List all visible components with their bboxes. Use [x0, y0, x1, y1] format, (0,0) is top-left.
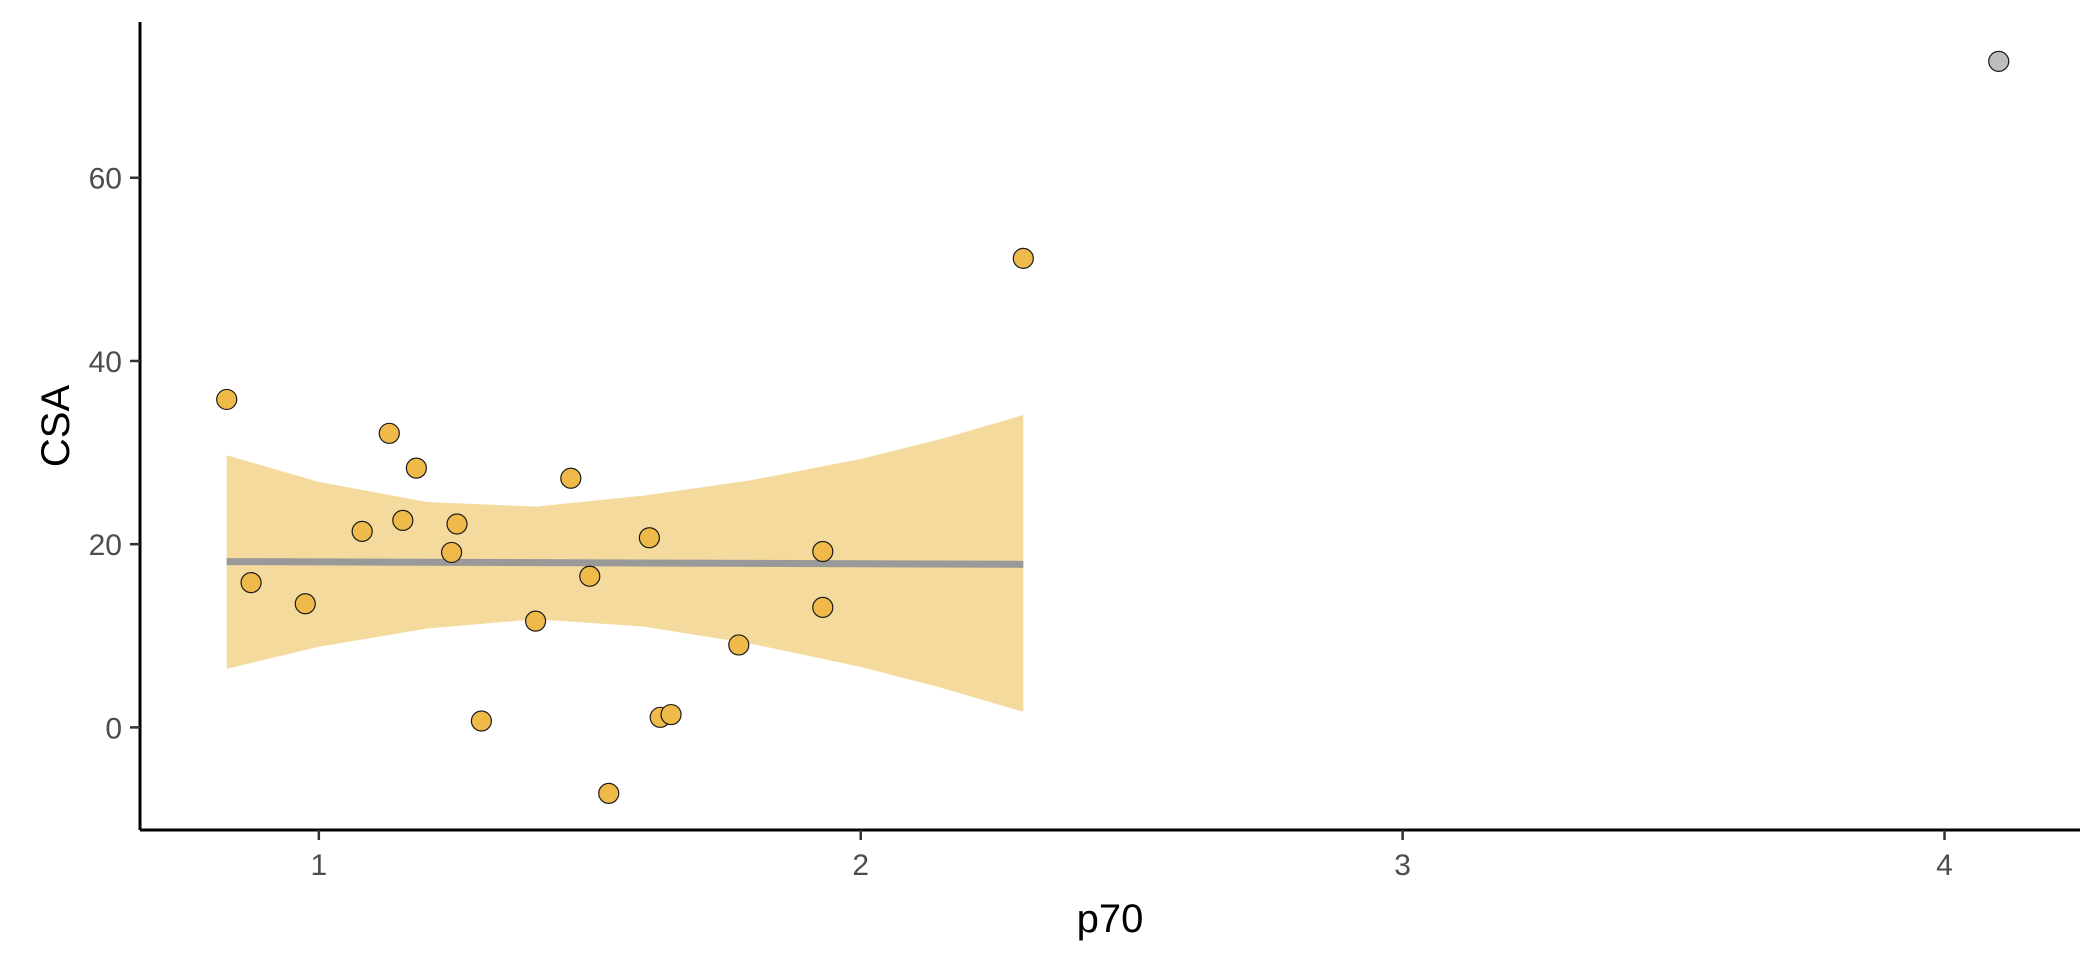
data-point — [728, 634, 750, 656]
y-tick-label: 0 — [105, 712, 122, 745]
data-point — [1012, 247, 1034, 269]
data-point — [216, 388, 238, 411]
data-point — [440, 541, 463, 564]
data-point — [812, 596, 834, 618]
y-tick-label: 20 — [89, 529, 122, 562]
data-point — [470, 710, 492, 732]
x-tick-label: 4 — [1936, 849, 1953, 882]
x-axis-title: p70 — [1077, 897, 1144, 941]
data-point — [378, 422, 400, 444]
y-tick-label: 60 — [89, 163, 122, 196]
outlier-point — [1988, 50, 2010, 72]
data-point — [524, 610, 547, 632]
data-point — [405, 457, 427, 479]
data-point — [294, 593, 316, 615]
y-tick-label: 40 — [89, 346, 122, 379]
data-point — [812, 540, 834, 563]
x-tick-label: 2 — [852, 849, 869, 882]
data-point — [638, 527, 660, 549]
data-point — [351, 520, 373, 542]
data-point — [446, 513, 468, 535]
data-point — [560, 467, 582, 489]
data-point — [598, 782, 620, 804]
fit-line — [226, 558, 1024, 568]
data-point — [240, 572, 262, 594]
plot-area — [216, 50, 2010, 804]
data-point — [660, 703, 682, 726]
y-axis-title: CSA — [34, 385, 78, 468]
data-point — [392, 509, 414, 531]
data-point — [579, 565, 601, 587]
x-tick-label: 1 — [310, 849, 327, 882]
x-tick-label: 3 — [1394, 849, 1411, 882]
